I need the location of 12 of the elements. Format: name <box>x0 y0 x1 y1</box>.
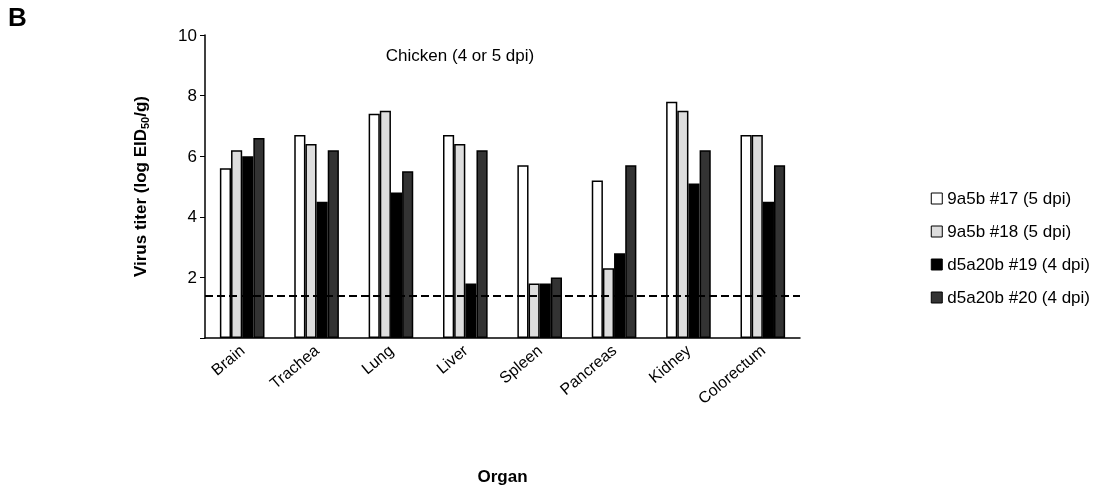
text: Chicken (4 or 5 dpi) <box>385 46 535 65</box>
legend-label: d5a20b #20 (4 dpi) <box>947 288 1091 307</box>
y-tick-label: 2 <box>187 267 197 287</box>
y-tick-label: 10 <box>178 25 197 45</box>
legend-label: d5a20b #19 (4 dpi) <box>947 255 1091 274</box>
legend-label: 9a5b #18 (5 dpi) <box>947 222 1072 241</box>
y-tick-label: 8 <box>187 86 197 106</box>
y-tick-label: 6 <box>187 146 197 166</box>
text: B <box>8 2 27 32</box>
y-tick-label: 4 <box>187 207 197 227</box>
legend-label: 9a5b #17 (5 dpi) <box>947 189 1072 208</box>
x-axis-title: Organ <box>477 467 528 486</box>
